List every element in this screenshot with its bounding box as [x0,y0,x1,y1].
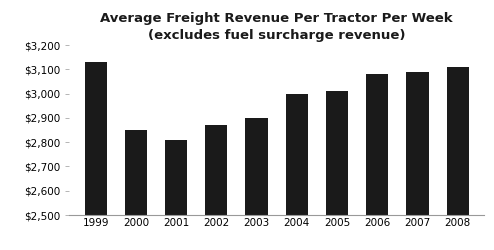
Title: Average Freight Revenue Per Tractor Per Week
(excludes fuel surcharge revenue): Average Freight Revenue Per Tractor Per … [100,12,453,42]
Bar [326,91,348,250]
Bar [125,130,147,250]
Bar [407,72,428,250]
Bar [447,67,469,250]
Bar [286,94,308,250]
Bar [165,140,187,250]
Bar [84,62,107,250]
Bar [246,118,268,250]
Bar [205,125,227,250]
Bar [366,74,388,250]
